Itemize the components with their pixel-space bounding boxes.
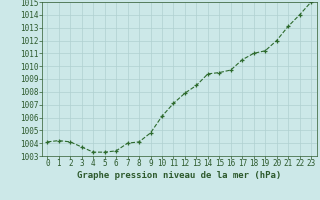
X-axis label: Graphe pression niveau de la mer (hPa): Graphe pression niveau de la mer (hPa) — [77, 171, 281, 180]
